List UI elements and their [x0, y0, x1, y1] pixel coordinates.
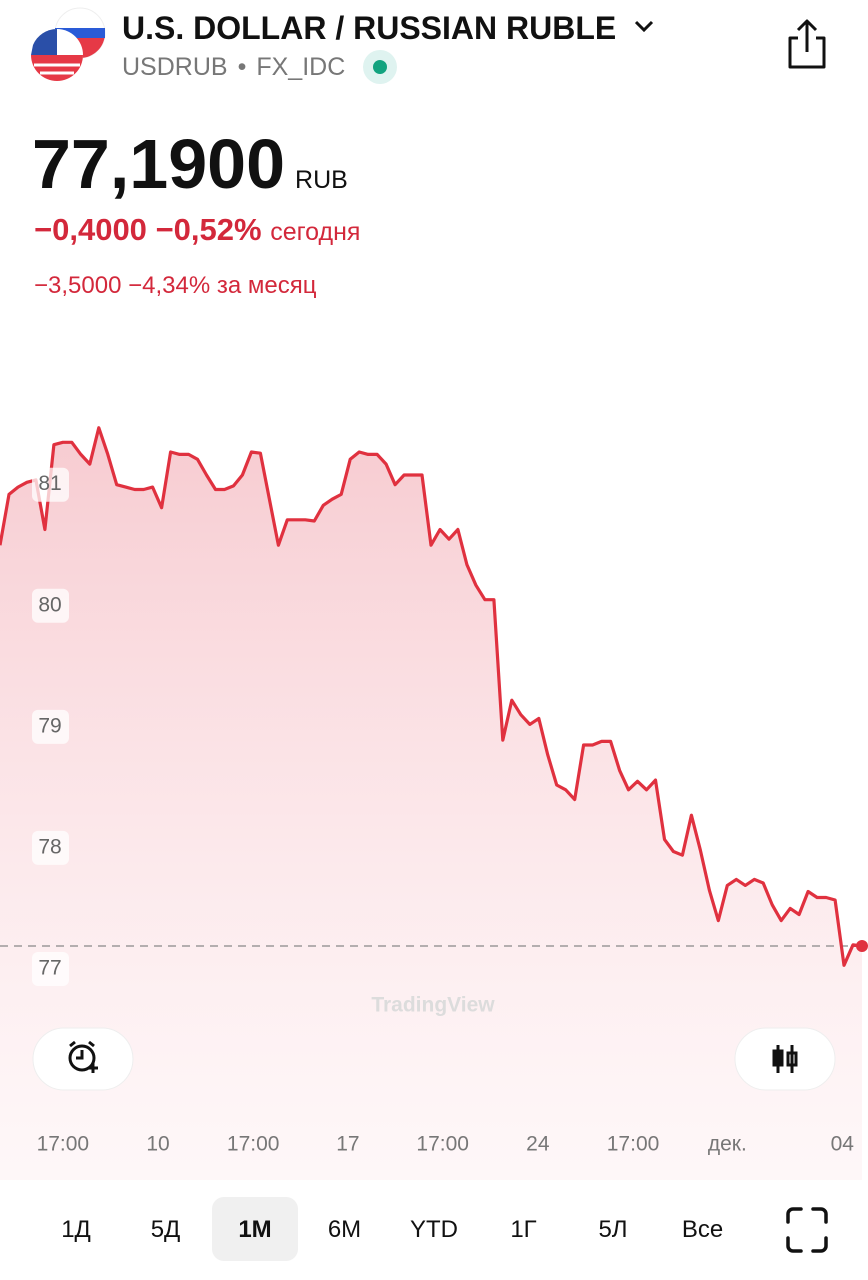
- x-tick-label: 17:00: [37, 1133, 90, 1156]
- period-tab[interactable]: 5Л: [598, 1216, 628, 1243]
- x-tick-label: 17:00: [607, 1133, 660, 1156]
- day-change-pct: −0,52%: [155, 212, 262, 247]
- price-line: [0, 426, 863, 967]
- day-change-abs: −0,4000: [34, 212, 147, 247]
- candle-icon: [772, 1045, 798, 1073]
- day-change: −0,4000 −0,52% сегодня: [34, 212, 360, 248]
- y-tick-label: 79: [38, 714, 61, 737]
- period-tab[interactable]: Все: [681, 1216, 724, 1243]
- period-tab[interactable]: 1Г: [510, 1216, 537, 1243]
- share-icon[interactable]: [788, 19, 826, 69]
- y-tick-bg: [32, 709, 69, 744]
- y-tick-bg: [32, 830, 69, 865]
- month-change-abs: −3,5000: [34, 272, 122, 299]
- area: [0, 427, 862, 1180]
- period-tab[interactable]: 6М: [327, 1216, 362, 1243]
- x-tick-label: 24: [526, 1133, 550, 1156]
- ticker: USDRUB: [122, 53, 228, 81]
- y-tick-bg: [32, 951, 69, 986]
- x-tick-label: 17: [336, 1133, 359, 1156]
- x-tick-label: 17:00: [416, 1133, 469, 1156]
- currency: RUB: [295, 166, 348, 194]
- y-tick-bg: [32, 588, 69, 623]
- exchange: FX_IDC: [256, 53, 346, 81]
- period-tab[interactable]: 1Д: [61, 1216, 91, 1243]
- day-label: сегодня: [270, 218, 361, 246]
- y-tick-label: 80: [38, 593, 61, 616]
- x-tick-label: дек.: [708, 1133, 747, 1156]
- y-tick-bg: [32, 467, 69, 502]
- fullscreen-icon[interactable]: [786, 1207, 828, 1253]
- y-tick-label: 81: [38, 472, 61, 495]
- symbol-title[interactable]: U.S. DOLLAR / RUSSIAN RUBLE: [122, 10, 617, 46]
- flag-icon: [31, 7, 106, 81]
- period-tab[interactable]: 5Д: [150, 1216, 181, 1243]
- x-tick-label: 04: [831, 1133, 855, 1156]
- x-tick-label: 10: [146, 1133, 169, 1156]
- selected-tab-bg: [212, 1197, 298, 1261]
- y-tick-label: 78: [38, 835, 61, 858]
- chart-type-button[interactable]: [734, 1027, 836, 1091]
- price-value: 77,1900: [32, 125, 286, 203]
- month-change-pct: −4,34%: [128, 272, 211, 299]
- watermark: TradingView: [371, 994, 495, 1017]
- symbol-subtitle: USDRUB • FX_IDC: [122, 53, 346, 81]
- status-dot: [373, 60, 387, 74]
- y-tick-label: 77: [38, 957, 61, 980]
- price: 77,1900 RUB: [32, 124, 348, 204]
- dropdown-icon[interactable]: [634, 20, 654, 33]
- period-tab[interactable]: 1М: [238, 1216, 272, 1243]
- period-tab[interactable]: YTD: [410, 1216, 458, 1243]
- month-label: за месяц: [216, 272, 317, 299]
- alert-icon: [68, 1040, 98, 1073]
- x-tick-label: 17:00: [227, 1133, 280, 1156]
- last-price-dot: [856, 939, 868, 952]
- month-change: −3,5000 −4,34% за месяц: [34, 272, 316, 300]
